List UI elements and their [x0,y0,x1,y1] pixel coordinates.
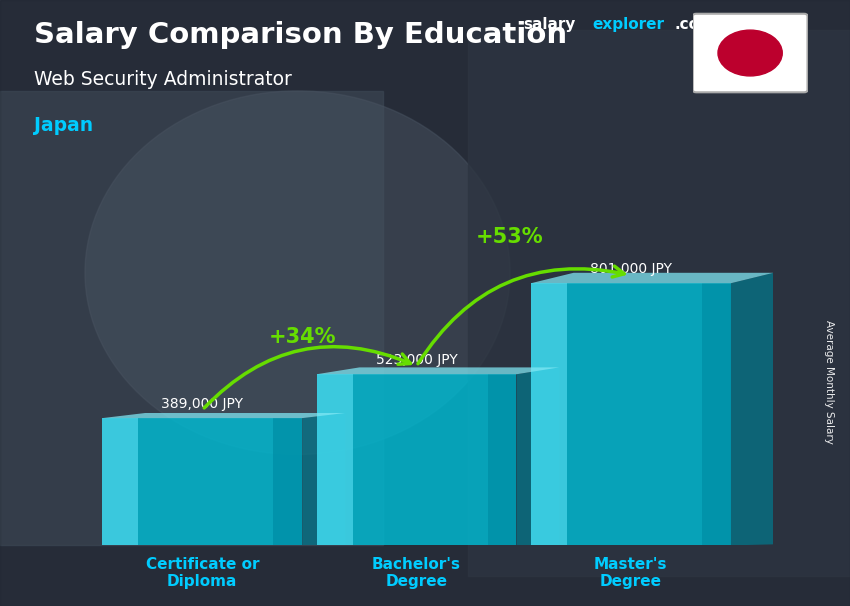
Bar [316,375,353,545]
Bar [274,418,303,545]
Ellipse shape [85,91,510,454]
Text: Salary Comparison By Education: Salary Comparison By Education [34,21,567,49]
Bar [702,283,731,545]
Bar [530,283,567,545]
Polygon shape [303,413,345,545]
Bar [102,418,139,545]
Text: Web Security Administrator: Web Security Administrator [34,70,292,88]
Text: Average Monthly Salary: Average Monthly Salary [824,320,834,444]
Bar [488,375,517,545]
Polygon shape [731,273,774,545]
Text: 523,000 JPY: 523,000 JPY [376,353,457,367]
Polygon shape [530,273,774,283]
Bar [102,418,303,545]
Text: 389,000 JPY: 389,000 JPY [162,397,243,411]
Text: +34%: +34% [269,327,336,347]
Text: +53%: +53% [475,227,543,247]
Bar [530,283,731,545]
FancyBboxPatch shape [693,14,808,92]
Circle shape [718,30,782,76]
Text: .com: .com [674,17,715,32]
Polygon shape [517,367,559,545]
Text: explorer: explorer [592,17,665,32]
Text: Japan: Japan [34,116,94,135]
Polygon shape [102,413,345,418]
Bar [468,30,850,576]
Text: 801,000 JPY: 801,000 JPY [590,262,672,276]
Bar [316,375,517,545]
Text: salary: salary [523,17,575,32]
Polygon shape [316,367,559,375]
Bar [0,91,382,545]
